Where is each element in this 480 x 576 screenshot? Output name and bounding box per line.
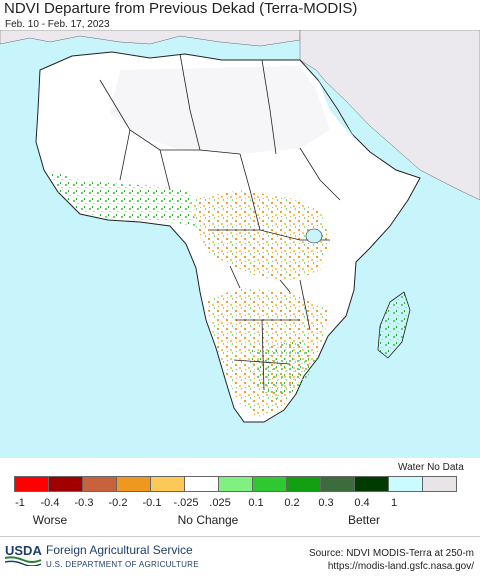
legend-swatch-7 [252, 476, 287, 492]
legend-category-1: No Change [177, 513, 239, 527]
legend-tick-9: 0.3 [318, 497, 334, 509]
sahara-region [110, 66, 330, 154]
legend-tick-1: -0.4 [40, 497, 60, 509]
madagascar [377, 291, 411, 359]
legend-tick-8: 0.2 [284, 497, 300, 509]
legend-tick-6: .025 [209, 497, 231, 509]
date-range: Feb. 10 - Feb. 17, 2023 [5, 19, 110, 30]
legend-swatch-12 [422, 476, 457, 492]
water-no-data-label: Water No Data [398, 462, 464, 473]
legend-tick-7: 0.1 [248, 497, 264, 509]
legend-swatch-1 [48, 476, 83, 492]
footer-divider [0, 536, 480, 537]
source-url[interactable]: https://modis-land.gsfc.nasa.gov/ [327, 561, 474, 572]
lake-victoria [305, 228, 323, 244]
agency-name: Foreign Agricultural Service [46, 543, 193, 557]
legend-swatch-6 [218, 476, 253, 492]
legend-swatch-3 [116, 476, 151, 492]
legend-tick-0: -1 [15, 497, 25, 509]
legend-tick-2: -0.3 [74, 497, 94, 509]
source-credit: Source: NDVI MODIS-Terra at 250-m [308, 548, 474, 559]
legend-swatch-8 [286, 476, 321, 492]
legend-tick-10: 0.4 [354, 497, 370, 509]
legend-swatch-4 [150, 476, 185, 492]
legend-tick-3: -0.2 [108, 497, 128, 509]
map-title: NDVI Departure from Previous Dekad (Terr… [4, 0, 358, 17]
africa-ndvi-map [0, 30, 480, 458]
legend-category-0: Worse [32, 513, 68, 527]
svg-text:USDA: USDA [5, 543, 42, 558]
usda-logo: USDA [4, 543, 42, 566]
central-africa-decline [190, 190, 330, 280]
legend-swatch-9 [320, 476, 355, 492]
southeast-africa-greening [250, 340, 318, 400]
legend-swatch-11 [388, 476, 423, 492]
west-africa-vegetation [50, 170, 196, 226]
legend-swatch-2 [82, 476, 117, 492]
color-legend [14, 476, 457, 494]
legend-swatch-5 [184, 476, 219, 492]
legend-swatch-0 [14, 476, 49, 492]
middle-east-land [299, 30, 480, 201]
department-name: U.S. DEPARTMENT OF AGRICULTURE [46, 560, 199, 569]
legend-swatch-10 [354, 476, 389, 492]
legend-tick-5: -.025 [173, 497, 199, 509]
country-borders [99, 53, 341, 391]
legend-tick-11: 1 [390, 497, 398, 509]
legend-tick-4: -0.1 [142, 497, 162, 509]
legend-category-2: Better [347, 513, 381, 527]
